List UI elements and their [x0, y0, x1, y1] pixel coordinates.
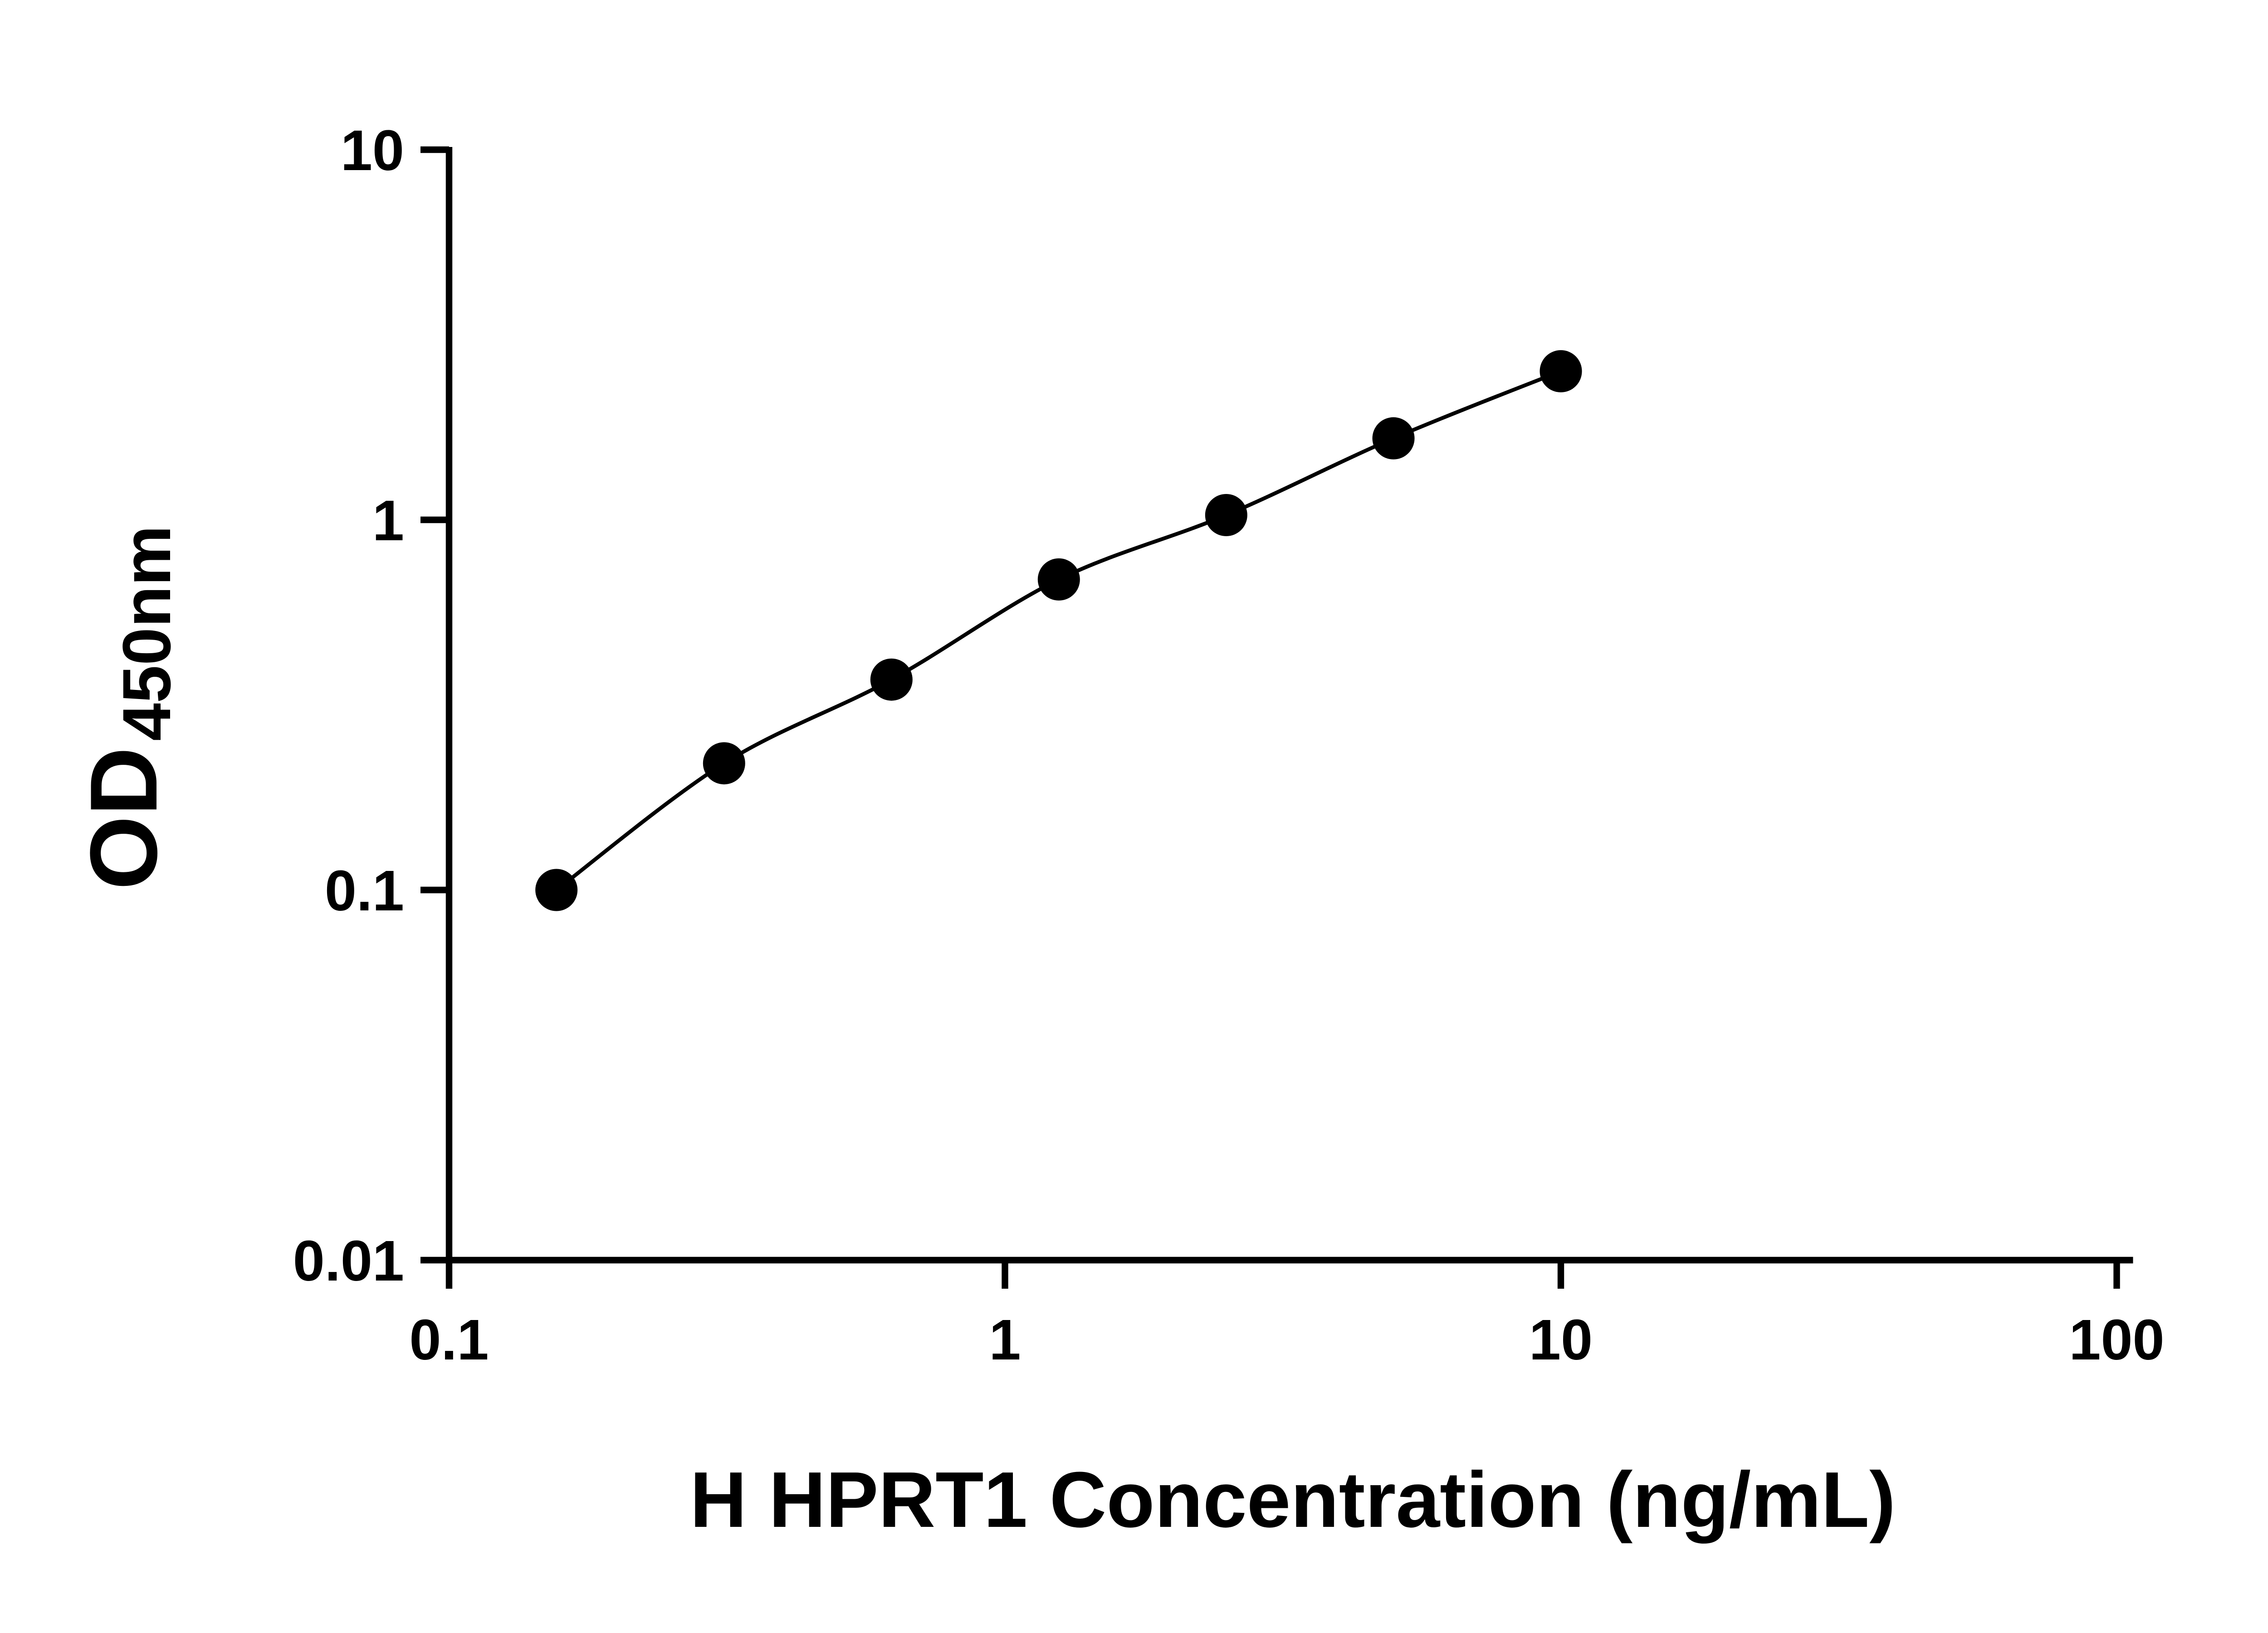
y-axis-title-main: OD — [70, 747, 177, 890]
x-tick-label: 0.1 — [409, 1308, 489, 1372]
y-tick-label: 0.1 — [325, 859, 404, 923]
y-axis-title: OD 450nm — [70, 525, 185, 890]
data-point — [1037, 558, 1080, 601]
data-point — [1205, 494, 1247, 536]
x-tick-label: 100 — [2069, 1308, 2164, 1372]
data-point — [1540, 350, 1582, 392]
y-axis-title-subscript: 450nm — [108, 525, 185, 741]
x-axis-title: H HPRT1 Concentration (ng/mL) — [690, 1455, 1896, 1544]
data-point — [535, 869, 578, 911]
x-tick-label: 10 — [1529, 1308, 1593, 1372]
y-tick-label: 0.01 — [293, 1229, 404, 1293]
data-point — [1372, 417, 1415, 460]
y-tick-label: 1 — [372, 489, 404, 552]
y-tick-label: 10 — [341, 118, 404, 182]
x-tick-label: 1 — [989, 1308, 1021, 1372]
data-point — [703, 742, 745, 785]
axes — [445, 147, 2133, 1264]
data-point — [870, 658, 913, 701]
